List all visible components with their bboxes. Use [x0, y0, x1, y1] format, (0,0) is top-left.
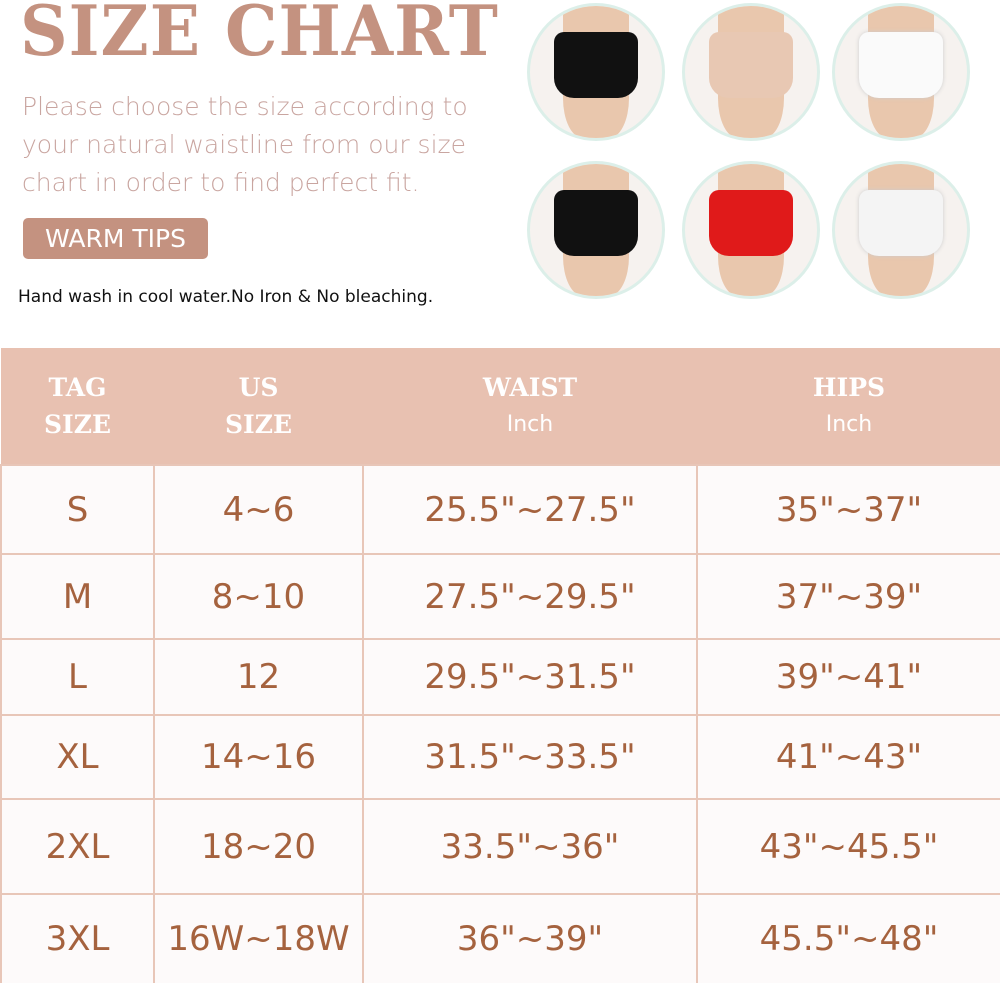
table-cell: S	[0, 464, 155, 555]
page-title: SIZE CHART	[20, 0, 499, 72]
table-cell: 18~20	[153, 798, 364, 895]
table-row: 3XL 16W~18W 36"~39" 45.5"~48"	[0, 893, 1000, 983]
size-table: TAG SIZE US SIZE WAIST Inch HIPS Inch S 4~6 25…	[0, 348, 1000, 983]
header-hips: HIPS Inch	[697, 348, 1000, 465]
product-photo-floral-dress-shorts	[527, 161, 665, 299]
header-line: SIZE	[43, 410, 112, 439]
garment	[858, 190, 944, 257]
header-line: US	[238, 373, 279, 402]
garment	[858, 32, 944, 99]
table-cell: 12	[153, 638, 364, 716]
intro-text: Please choose the size according to your…	[22, 92, 468, 197]
table-cell: 2XL	[0, 798, 155, 895]
header-line: HIPS	[812, 373, 886, 402]
warm-tips-badge: WARM TIPS	[23, 218, 208, 259]
table-cell: 29.5"~31.5"	[362, 638, 698, 716]
table-cell: 27.5"~29.5"	[362, 553, 698, 640]
header-line: WAIST	[482, 373, 578, 402]
table-cell: 33.5"~36"	[362, 798, 698, 895]
table-cell: 25.5"~27.5"	[362, 464, 698, 555]
product-photo-black-shorts	[527, 3, 665, 141]
header-line: SIZE	[224, 410, 293, 439]
table-cell: L	[0, 638, 155, 716]
table-row: 2XL 18~20 33.5"~36" 43"~45.5"	[0, 798, 1000, 895]
header-line: TAG	[48, 373, 107, 402]
table-cell: 4~6	[153, 464, 364, 555]
care-instructions: Hand wash in cool water.No Iron & No ble…	[18, 287, 434, 307]
table-cell: 8~10	[153, 553, 364, 640]
product-photo-white-shorts	[832, 3, 970, 141]
table-header-row: TAG SIZE US SIZE WAIST Inch HIPS Inch	[1, 348, 1000, 465]
header-us-size: US SIZE	[154, 348, 363, 465]
header-unit: Inch	[825, 412, 873, 437]
product-photo-nude-shorts	[682, 3, 820, 141]
table-cell: 43"~45.5"	[696, 798, 1000, 895]
garment	[553, 32, 639, 99]
table-cell: 37"~39"	[696, 553, 1000, 640]
product-photo-white-shorts-lace	[832, 161, 970, 299]
table-row: XL 14~16 31.5"~33.5" 41"~43"	[0, 714, 1000, 800]
table-cell: 36"~39"	[362, 893, 698, 983]
table-cell: 45.5"~48"	[696, 893, 1000, 983]
table-row: S 4~6 25.5"~27.5" 35"~37"	[0, 464, 1000, 555]
table-cell: 14~16	[153, 714, 364, 800]
garment	[708, 32, 794, 99]
table-row: L 12 29.5"~31.5" 39"~41"	[0, 638, 1000, 716]
table-cell: M	[0, 553, 155, 640]
garment	[708, 190, 794, 257]
table-cell: 3XL	[0, 893, 155, 983]
table-cell: 35"~37"	[696, 464, 1000, 555]
table-cell: 41"~43"	[696, 714, 1000, 800]
table-row: M 8~10 27.5"~29.5" 37"~39"	[0, 553, 1000, 640]
header-waist: WAIST Inch	[363, 348, 697, 465]
header-unit: Inch	[506, 412, 554, 437]
table-cell: 16W~18W	[153, 893, 364, 983]
header-tag-size: TAG SIZE	[1, 348, 154, 465]
table-cell: XL	[0, 714, 155, 800]
garment	[553, 190, 639, 257]
product-photo-red-dress	[682, 161, 820, 299]
table-cell: 31.5"~33.5"	[362, 714, 698, 800]
table-cell: 39"~41"	[696, 638, 1000, 716]
